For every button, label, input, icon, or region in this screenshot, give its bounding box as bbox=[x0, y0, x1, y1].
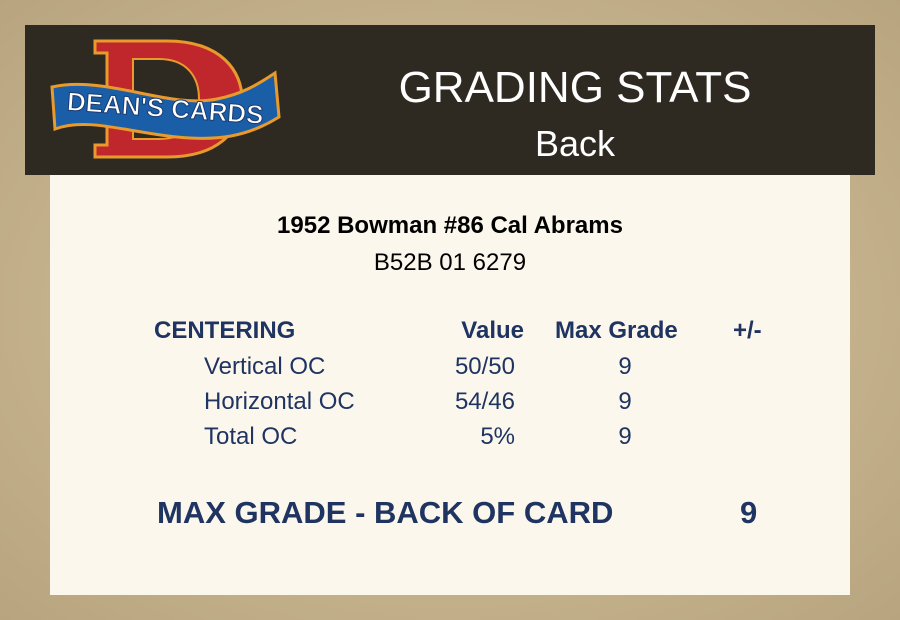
row-label: Horizontal OC bbox=[204, 388, 355, 415]
row-max-grade: 9 bbox=[618, 353, 632, 380]
column-header-value: Value bbox=[461, 317, 524, 344]
header-banner: DEAN'S CARDS GRADING STATS Back bbox=[25, 25, 875, 175]
row-value: 50/50 bbox=[454, 353, 515, 380]
row-value: 54/46 bbox=[454, 388, 515, 415]
summary-value: 9 bbox=[740, 495, 758, 530]
page-subtitle: Back bbox=[534, 123, 616, 164]
row-label: Vertical OC bbox=[204, 353, 326, 380]
row-value: 5% bbox=[480, 423, 515, 450]
summary-label: MAX GRADE - BACK OF CARD bbox=[157, 495, 614, 530]
row-max-grade: 9 bbox=[618, 388, 632, 415]
column-header-plus-minus: +/- bbox=[733, 317, 762, 344]
deans-cards-logo: DEAN'S CARDS bbox=[50, 39, 281, 159]
row-label: Total OC bbox=[204, 423, 298, 450]
column-header-max-grade: Max Grade bbox=[555, 317, 678, 344]
grading-panel: 1952 Bowman #86 Cal Abrams B52B 01 6279 … bbox=[50, 175, 850, 595]
card-name: 1952 Bowman #86 Cal Abrams bbox=[277, 212, 623, 239]
page-title: GRADING STATS bbox=[398, 63, 752, 112]
section-header-centering: CENTERING bbox=[154, 317, 296, 344]
row-max-grade: 9 bbox=[618, 423, 632, 450]
card-id: B52B 01 6279 bbox=[373, 249, 527, 276]
